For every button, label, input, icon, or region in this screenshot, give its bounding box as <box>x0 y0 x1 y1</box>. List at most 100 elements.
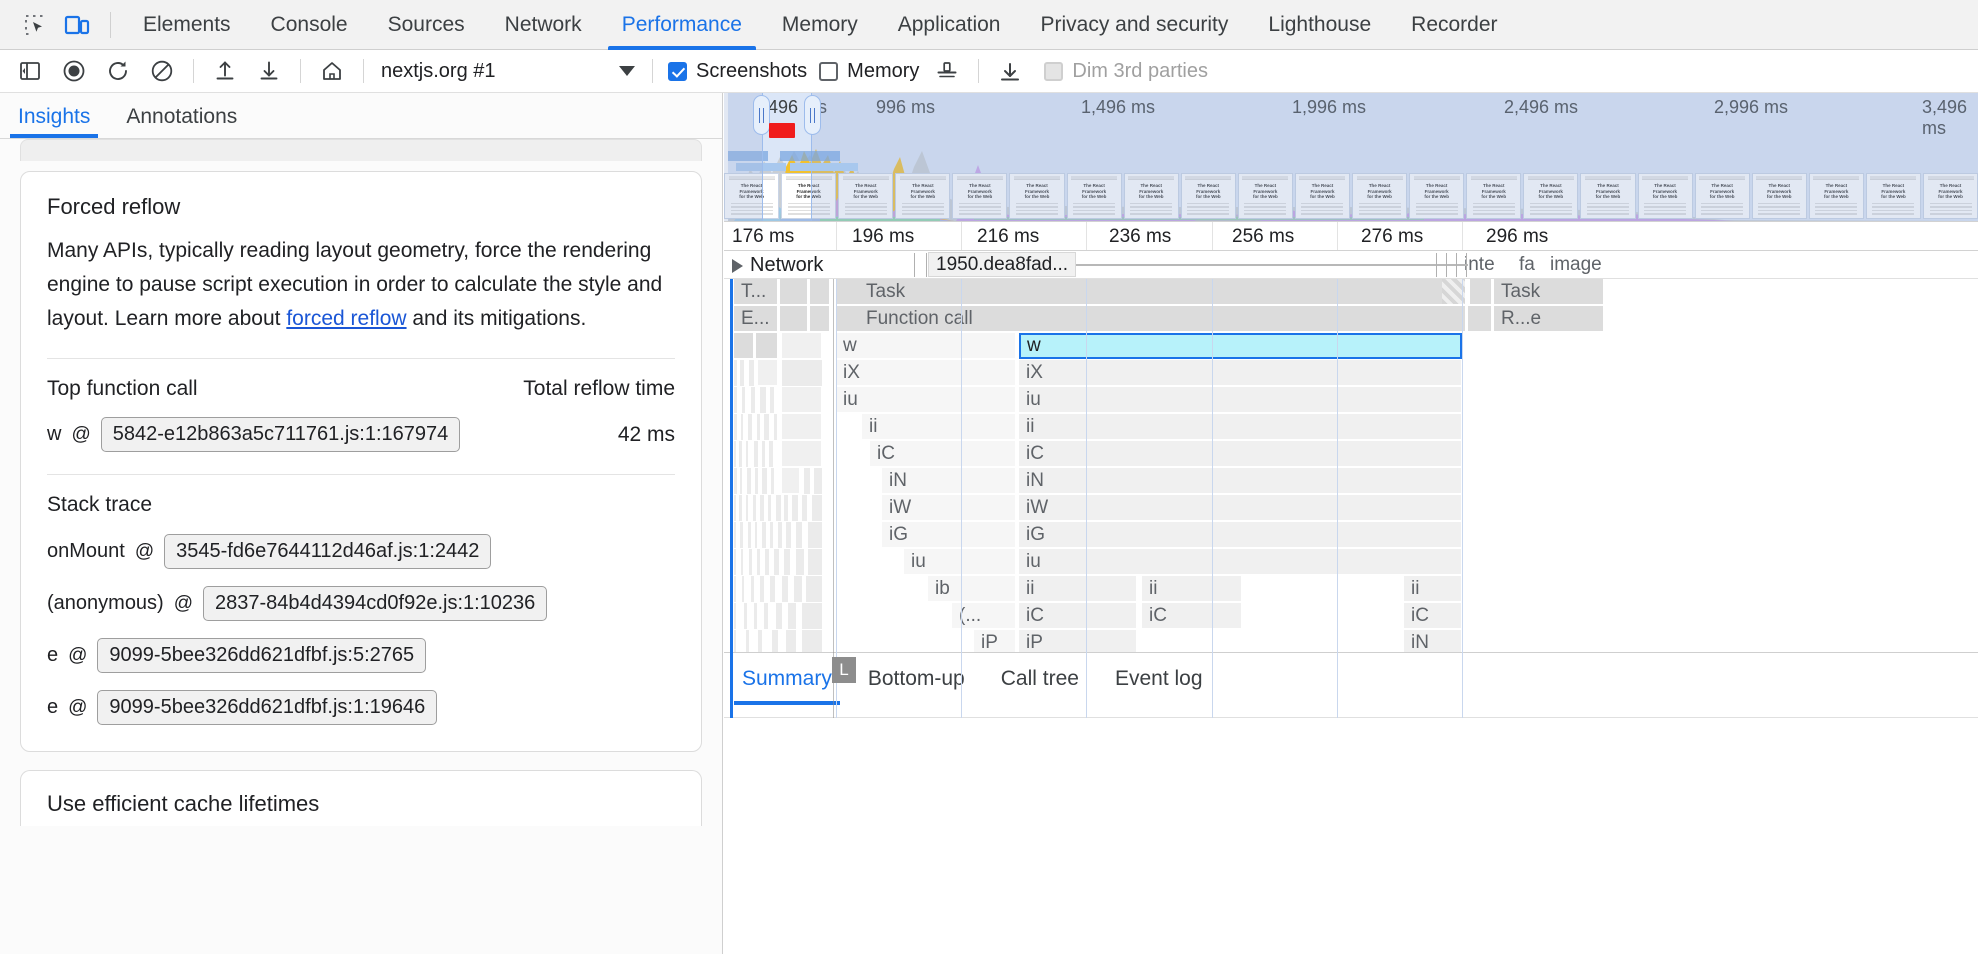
flame-frame[interactable]: iW <box>1019 495 1462 521</box>
insights-list[interactable]: Forced reflow Many APIs, typically readi… <box>0 139 722 954</box>
record-icon[interactable] <box>52 53 96 89</box>
filmstrip-frame[interactable]: The React Framework for the Web <box>1294 173 1351 219</box>
flame-frame[interactable]: Function call <box>836 306 1466 332</box>
insight-card-previous-collapsed[interactable] <box>20 139 702 161</box>
flame-frame[interactable]: ib <box>928 576 1016 602</box>
filmstrip-frame[interactable]: The React Framework for the Web <box>1865 173 1921 219</box>
filmstrip-frame[interactable]: The React Framework for the Web <box>1180 173 1236 219</box>
flame-frame[interactable]: iW <box>882 495 1016 521</box>
flame-frame[interactable]: iC <box>1142 603 1242 629</box>
inspect-element-icon[interactable] <box>14 5 56 45</box>
tab-sources[interactable]: Sources <box>387 12 465 36</box>
recording-selector[interactable]: nextjs.org #1 <box>373 53 643 89</box>
filmstrip-frame[interactable]: The React Framework for the Web <box>1751 173 1807 219</box>
timing-marker-lcp[interactable]: L <box>832 657 856 683</box>
flame-frame[interactable]: iN <box>882 468 1016 494</box>
filmstrip[interactable]: The React Framework for the Web The React Fr… <box>724 173 1978 221</box>
tab-memory[interactable]: Memory <box>781 12 858 36</box>
flame-frame[interactable]: iX <box>836 360 1016 386</box>
flame-frame[interactable] <box>758 360 778 386</box>
flame-frame[interactable]: iC <box>870 441 1016 467</box>
long-task-marker[interactable] <box>769 123 795 138</box>
flame-frame[interactable]: iC <box>1019 603 1137 629</box>
network-track-header[interactable]: Network <box>732 254 830 277</box>
flame-frame[interactable]: iN <box>1019 468 1462 494</box>
flame-frame[interactable]: iu <box>836 387 1016 413</box>
flame-frame[interactable]: (... <box>952 603 1016 629</box>
filmstrip-frame[interactable]: The React Framework for the Web <box>1123 173 1179 219</box>
filmstrip-frame[interactable]: The React Framework for the Web <box>1466 173 1522 219</box>
filmstrip-frame[interactable]: The React Framework for the Web <box>1409 173 1465 219</box>
filmstrip-frame[interactable]: The React Framework for the Web <box>1694 173 1750 219</box>
filmstrip-frame[interactable]: The React Framework for the Web <box>1237 173 1293 219</box>
filmstrip-frame[interactable]: The React Framework for the Web <box>1523 173 1579 219</box>
flame-frame[interactable] <box>782 441 822 467</box>
tab-recorder[interactable]: Recorder <box>1411 12 1498 36</box>
capture-settings-icon[interactable] <box>988 53 1032 89</box>
insight-card-cache-lifetimes[interactable]: Use efficient cache lifetimes <box>20 770 702 826</box>
stack-location-link[interactable]: 2837-84b4d4394cd0f92e.js:1:10236 <box>203 586 548 621</box>
filmstrip-frame[interactable]: The React Framework for the Web <box>952 173 1008 219</box>
stack-location-link[interactable]: 9099-5bee326dd621dfbf.js:5:2765 <box>97 638 427 673</box>
tab-elements[interactable]: Elements <box>143 12 231 36</box>
tab-privacy-and-security[interactable]: Privacy and security <box>1040 12 1229 36</box>
tab-lighthouse[interactable]: Lighthouse <box>1268 12 1372 36</box>
flame-frame[interactable] <box>1470 279 1492 305</box>
filmstrip-frame[interactable]: The React Framework for the Web <box>1637 173 1693 219</box>
stack-location-link[interactable]: 9099-5bee326dd621dfbf.js:1:19646 <box>97 690 438 725</box>
save-profile-icon[interactable] <box>247 53 291 89</box>
timeline-detail-ruler[interactable]: 176 ms 196 ms 216 ms 236 ms 256 ms 276 m… <box>724 221 1978 251</box>
overview-window-right-handle[interactable] <box>804 95 821 135</box>
filmstrip-frame[interactable]: The React Framework for the Web <box>838 173 894 219</box>
memory-checkbox[interactable]: Memory <box>813 60 925 83</box>
filmstrip-frame[interactable]: The React Framework for the Web <box>1580 173 1636 219</box>
flame-frame[interactable]: iC <box>1019 441 1462 467</box>
flame-frame[interactable] <box>810 306 830 332</box>
filmstrip-frame[interactable]: The React Framework for the Web <box>1922 173 1978 219</box>
network-track[interactable]: Network 1950.dea8fad... inte fa image <box>724 251 1978 279</box>
tab-performance[interactable]: Performance <box>602 0 762 50</box>
overview-window-left-handle[interactable] <box>753 95 770 135</box>
flame-frame[interactable] <box>756 333 778 359</box>
flame-frame[interactable] <box>782 333 822 359</box>
forced-reflow-link[interactable]: forced reflow <box>286 307 407 330</box>
flame-frame[interactable]: T... <box>734 279 778 305</box>
flame-frame[interactable]: ii <box>1142 576 1242 602</box>
flame-frame[interactable] <box>782 387 822 413</box>
flame-frame[interactable] <box>1468 306 1492 332</box>
clear-recording-icon[interactable] <box>140 53 184 89</box>
flame-frame[interactable]: ii <box>1019 414 1462 440</box>
flame-frame[interactable]: iu <box>1019 549 1462 575</box>
flame-frame[interactable] <box>780 306 808 332</box>
flame-frame[interactable] <box>780 279 808 305</box>
dim-3rd-parties-checkbox[interactable]: Dim 3rd parties <box>1038 60 1214 83</box>
filmstrip-frame[interactable]: The React Framework for the Web <box>895 173 951 219</box>
tab-summary[interactable]: Summary <box>724 663 850 705</box>
flame-frame[interactable]: ii <box>1019 576 1137 602</box>
tab-event-log[interactable]: Event log <box>1114 667 1203 690</box>
flame-frame[interactable]: iP <box>1019 630 1137 656</box>
main-flame-chart[interactable]: T... Task Task E... Function call R...e <box>724 279 1978 718</box>
top-function-location-link[interactable]: 5842-e12b863a5c711761.js:1:167974 <box>100 417 461 452</box>
filmstrip-frame[interactable]: The React Framework for the Web <box>1066 173 1122 219</box>
flame-frame[interactable] <box>810 279 830 305</box>
filmstrip-frame[interactable]: The React Framework for the Web <box>724 173 780 219</box>
filmstrip-frame[interactable]: The React Framework for the Web <box>1352 173 1408 219</box>
timeline-tracks[interactable]: Network 1950.dea8fad... inte fa image <box>724 251 1978 718</box>
load-profile-icon[interactable] <box>203 53 247 89</box>
flame-frame[interactable]: ii <box>862 414 1016 440</box>
flame-frame[interactable]: iG <box>882 522 1016 548</box>
flame-frame[interactable]: iN <box>1404 630 1462 656</box>
toggle-sidebar-icon[interactable] <box>8 53 52 89</box>
flame-frame[interactable]: Task <box>1494 279 1604 305</box>
reload-and-record-icon[interactable] <box>96 53 140 89</box>
garbage-collect-icon[interactable] <box>925 53 969 89</box>
network-request-chip[interactable]: 1950.dea8fad... <box>928 252 1077 277</box>
stack-location-link[interactable]: 3545-fd6e7644112d46af.js:1:2442 <box>164 534 492 569</box>
flame-frame[interactable]: iC <box>1404 603 1462 629</box>
subtab-insights[interactable]: Insights <box>0 105 108 138</box>
screenshots-checkbox[interactable]: Screenshots <box>662 60 813 83</box>
tab-application[interactable]: Application <box>897 12 1001 36</box>
tab-call-tree[interactable]: Call tree <box>1000 667 1079 690</box>
flame-frame[interactable]: E... <box>734 306 778 332</box>
